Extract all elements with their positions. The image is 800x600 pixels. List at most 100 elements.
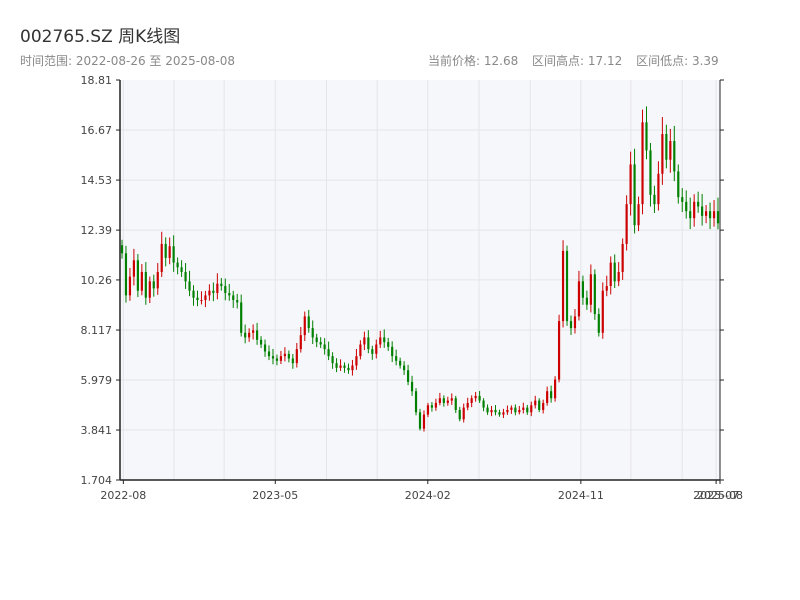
candle-body (244, 332, 247, 338)
candle-body (255, 330, 259, 340)
candle-body (192, 290, 195, 298)
candle-body (279, 356, 283, 361)
candle-body (693, 201, 696, 219)
candle-body (470, 398, 473, 403)
candle-body (530, 405, 533, 413)
y-tick-label: 12.39 (81, 224, 113, 237)
candle-body (561, 250, 565, 322)
candle-body (677, 171, 680, 198)
x-tick-label: 2024-02 (405, 489, 451, 502)
candle-body (406, 370, 410, 382)
candle-body (438, 398, 441, 403)
candle-body (224, 286, 227, 294)
candle-body (291, 358, 294, 364)
candle-body (287, 353, 290, 359)
candle-body (669, 141, 672, 160)
candle-body (311, 328, 314, 338)
candle-body (542, 402, 545, 410)
candle-body (140, 271, 143, 291)
candle-body (712, 211, 716, 219)
candle-body (446, 400, 449, 403)
candle-body (335, 363, 338, 368)
candle-body (605, 286, 608, 291)
candle-body (665, 134, 668, 160)
candle-body (629, 164, 632, 205)
candle-body (148, 281, 151, 298)
candle-body (716, 211, 720, 224)
candle-body (426, 405, 430, 415)
candle-body (494, 409, 497, 413)
candle-body (522, 407, 525, 410)
x-tick-label: 2024-11 (558, 489, 604, 502)
candle-body (705, 211, 708, 216)
x-tick-label: 2023-05 (252, 489, 298, 502)
candle-body (383, 337, 386, 343)
candle-body (458, 409, 461, 420)
candle-body (613, 262, 616, 282)
candle-body (359, 344, 362, 357)
candle-body (188, 281, 191, 291)
candle-body (410, 381, 414, 392)
candle-body (263, 344, 267, 352)
candle-body (577, 281, 581, 317)
x-tick-label: 2022-08 (100, 489, 146, 502)
candle-body (144, 271, 147, 298)
candle-body (597, 314, 600, 333)
candle-body (303, 316, 306, 336)
candle-body (538, 400, 541, 410)
candle-body (466, 402, 469, 408)
candle-body (403, 365, 406, 371)
candle-body (156, 271, 159, 289)
candle-body (609, 262, 612, 287)
candle-body (184, 271, 187, 282)
candle-body (168, 246, 171, 258)
candle-body (387, 342, 390, 347)
candle-body (176, 262, 179, 268)
candle-body (661, 134, 664, 174)
candle-body (637, 204, 640, 226)
candle-body (581, 281, 585, 298)
candle-body (450, 398, 453, 401)
y-tick-label: 14.53 (81, 174, 113, 187)
candle-body (331, 356, 334, 364)
candle-body (196, 297, 199, 301)
candle-body (641, 122, 644, 205)
candle-body (697, 201, 700, 207)
candle-body (518, 409, 521, 413)
y-tick-label: 18.81 (81, 74, 113, 87)
candle-body (474, 395, 477, 399)
candle-body (259, 339, 263, 345)
candle-body (319, 342, 322, 345)
candle-body (240, 302, 243, 333)
candle-body (220, 283, 223, 287)
candle-body (708, 211, 712, 219)
candle-body (216, 283, 219, 294)
candle-body (371, 349, 374, 354)
candle-body (701, 206, 704, 216)
candle-body (347, 367, 350, 371)
candle-body (271, 356, 275, 359)
candle-body (418, 412, 422, 429)
x-tick-label: 2025-07 (693, 489, 739, 502)
candle-body (633, 164, 636, 226)
candle-body (395, 356, 398, 361)
x-tick-label: 2025-08 (697, 489, 743, 502)
candle-body (498, 412, 501, 415)
candle-body (363, 337, 366, 345)
candle-body (462, 407, 465, 420)
candle-body (653, 194, 656, 205)
candle-body (252, 330, 255, 333)
candle-body (617, 271, 620, 282)
candle-body (128, 276, 132, 296)
candle-body (554, 379, 557, 399)
candle-body (120, 245, 124, 254)
candle-body (589, 274, 592, 305)
candle-body (649, 150, 652, 195)
candle-body (434, 402, 437, 408)
candle-body (502, 412, 505, 415)
candle-body (160, 243, 163, 272)
tick-labels: 1.704 3.841 5.979 8.117 10.26 12.39 14.53 16.67… (81, 74, 743, 502)
candle-body (228, 293, 231, 296)
candle-body (172, 246, 175, 263)
y-tick-label: 5.979 (81, 374, 113, 387)
